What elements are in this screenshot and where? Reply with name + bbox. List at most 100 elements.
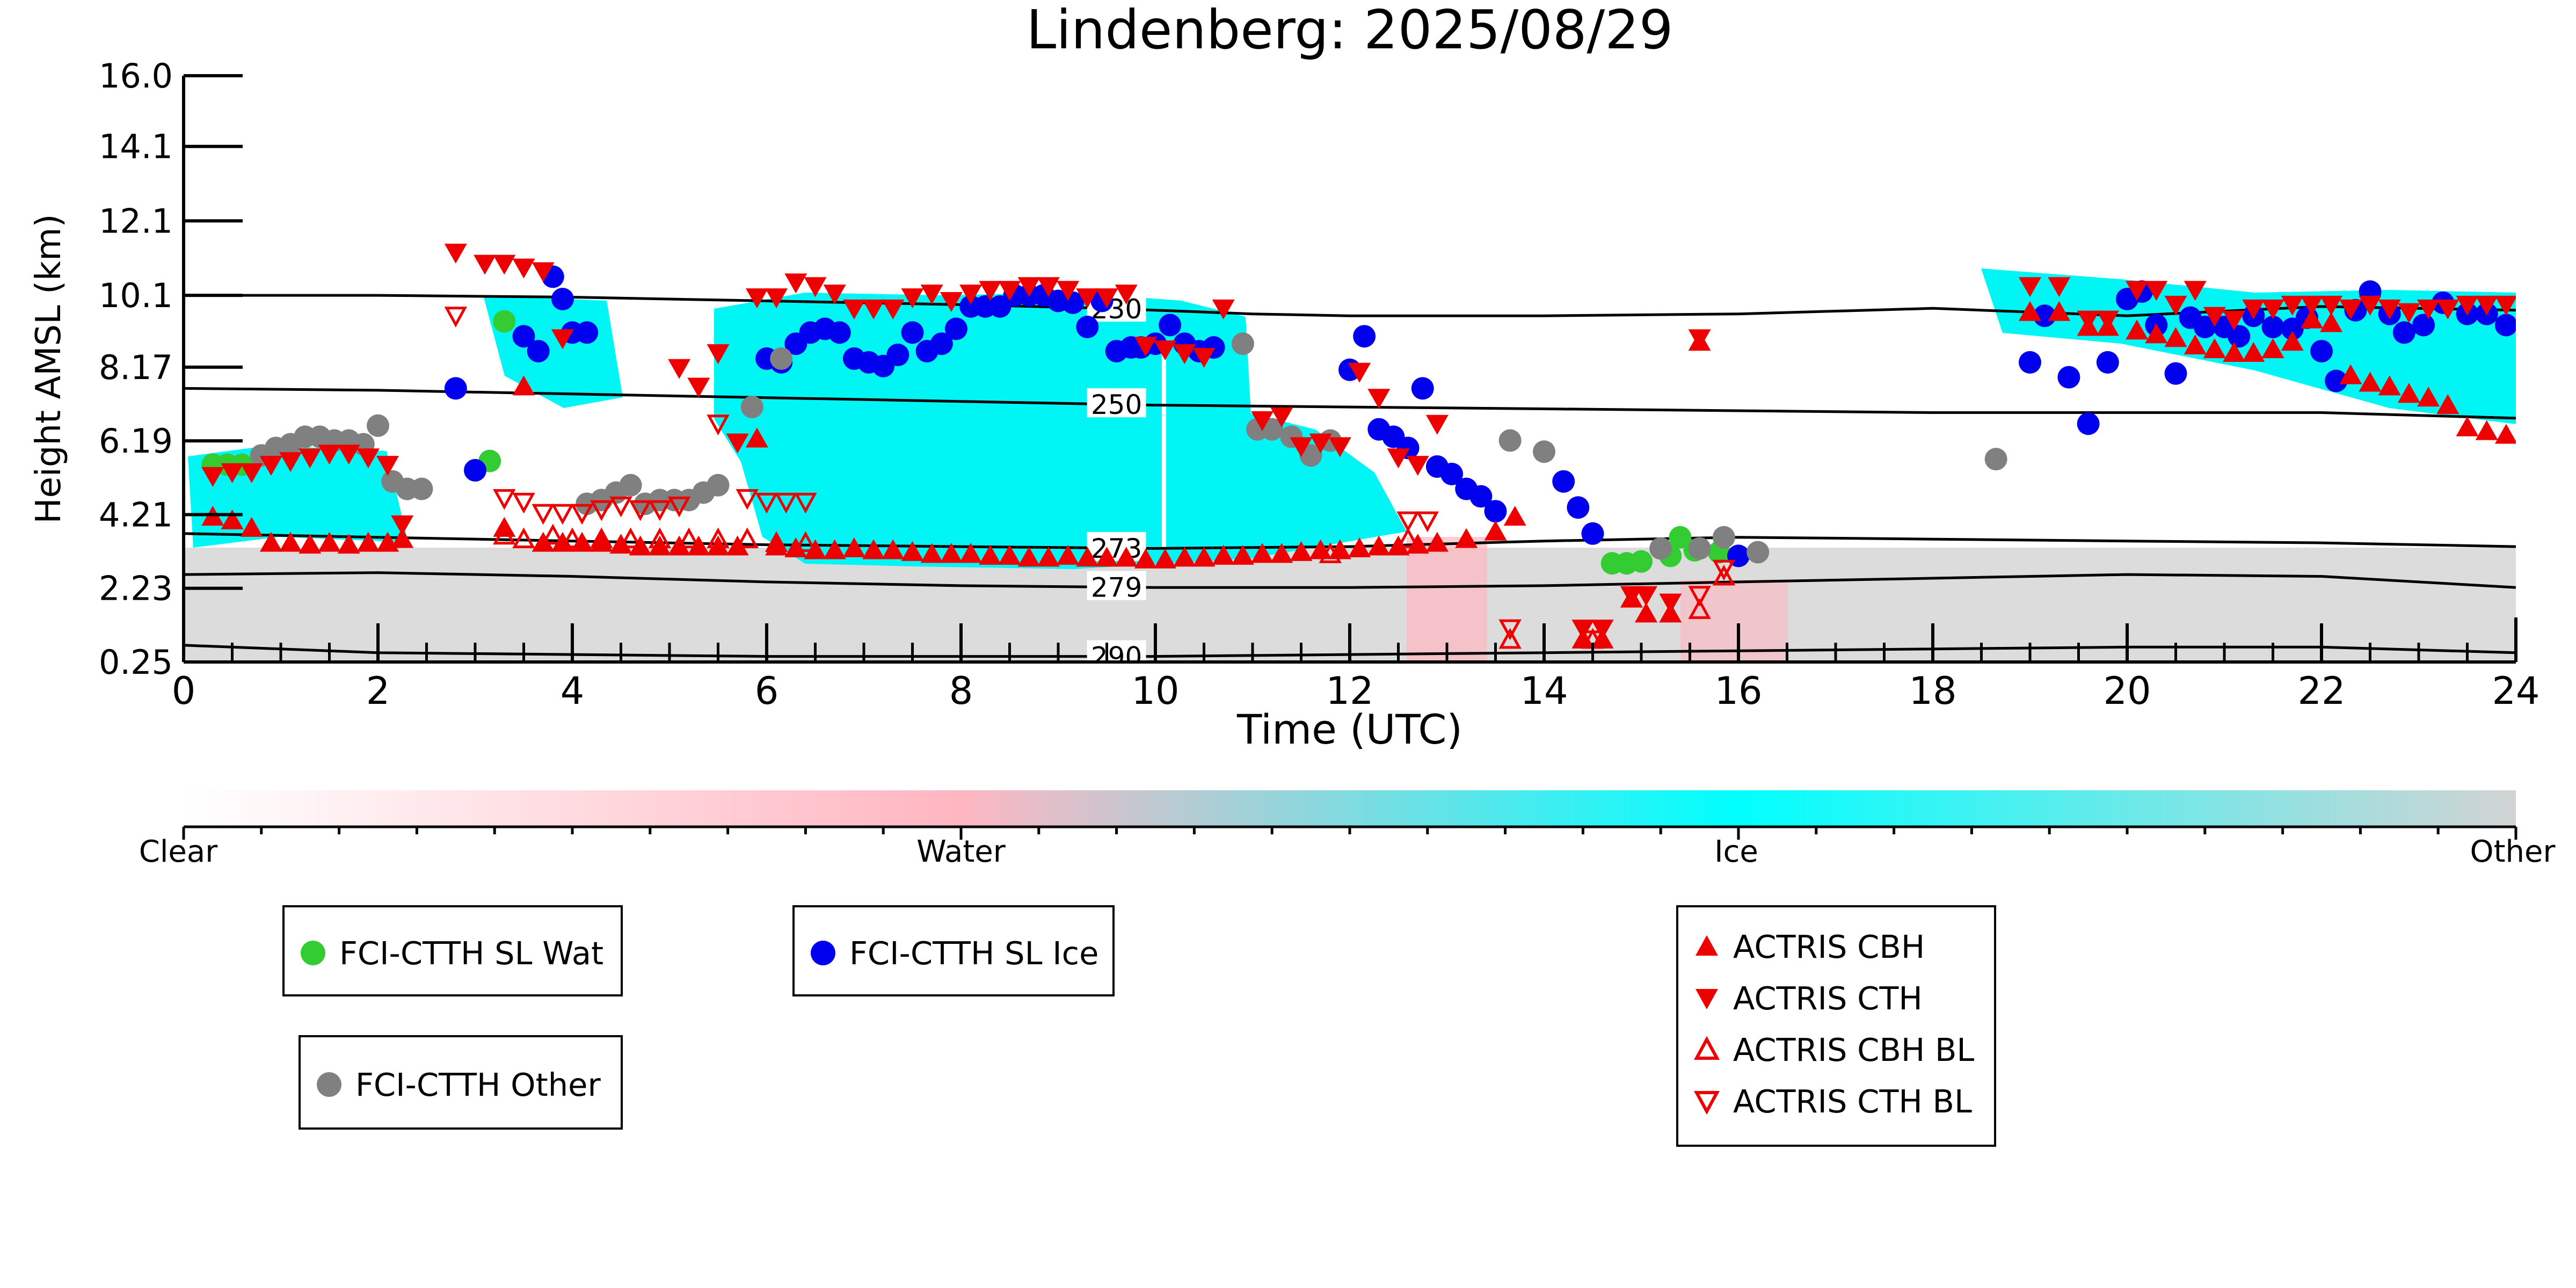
y-tick-label: 6.19 [99,421,173,461]
triangle-down-icon [1695,989,1718,1009]
data-point [551,504,574,525]
data-point [2281,295,2304,316]
data-point [2164,295,2187,316]
data-point [1571,620,1595,640]
data-point [464,459,486,482]
data-point [1037,547,1060,567]
data-point [1309,433,1332,454]
legend-entry: ACTRIS CBH [1678,921,1994,972]
data-point [2096,351,2119,374]
x-tick-label: 6 [755,669,779,713]
data-point [2077,412,2100,435]
x-tick-label: 2 [366,669,390,713]
data-point [1290,541,1313,561]
data-point [1251,411,1274,431]
legend-label: FCI-CTTH SL Wat [339,934,604,972]
data-point [493,310,516,333]
data-point [823,539,846,559]
data-point [1387,448,1410,469]
data-point [2164,327,2187,347]
data-point [1712,564,1736,586]
data-point [570,504,594,525]
data-point [337,445,360,465]
data-point [930,332,953,355]
data-point [707,527,730,549]
data-point [2048,301,2071,321]
legend-entry: FCI-CTTH SL Wat [285,927,621,979]
data-point [2325,369,2348,392]
data-point [2096,310,2119,331]
data-point [770,347,793,370]
data-point [2392,321,2415,344]
data-point [1115,547,1138,567]
data-point [1095,547,1118,567]
data-point [2359,372,2382,392]
data-point [920,285,943,305]
data-point [356,532,380,552]
data-point [2203,307,2226,327]
data-point [886,344,909,366]
x-tick-label: 12 [1326,669,1373,713]
data-point [882,299,905,319]
data-point [842,537,865,557]
data-point [1484,520,1507,541]
data-point [410,477,433,500]
legend-label: FCI-CTTH SL Ice [849,934,1099,972]
data-point [1659,593,1682,614]
data-point [444,243,467,264]
data-point [1984,448,2007,471]
data-point [629,500,652,521]
data-point [1076,316,1099,338]
data-point [590,500,613,521]
data-point [1552,470,1575,493]
data-point [901,288,924,309]
data-point [2417,299,2440,319]
x-axis-label: Time (UTC) [1236,705,1462,753]
isotherm-line [184,571,2516,589]
data-point [576,321,599,344]
x-tick-label: 14 [1520,669,1568,713]
data-point [1134,337,1157,357]
data-point [2242,342,2265,362]
data-point [2436,394,2459,414]
data-point [1688,598,1711,619]
data-point [862,539,885,559]
data-point [774,492,798,514]
legend-label: FCI-CTTH Other [355,1066,601,1103]
data-point [2223,342,2246,362]
data-point [221,463,244,483]
data-point [391,528,414,548]
data-point [765,531,788,552]
data-point [2193,316,2216,338]
data-point [1348,537,1371,557]
data-point [2397,383,2420,403]
y-axis-label: Height AMSL (km) [29,214,69,524]
x-tick-label: 0 [172,669,196,713]
y-tick-label: 16.0 [99,56,173,96]
data-point [493,489,516,510]
data-point [1057,544,1080,565]
data-point [1095,288,1118,309]
data-point [2412,314,2435,337]
data-point [979,544,1002,565]
data-point [2456,416,2479,436]
data-point [2126,319,2149,340]
data-point [1173,344,1196,365]
data-point [1115,285,1138,305]
data-point [1154,340,1177,361]
data-point [1712,559,1736,581]
data-point [2417,387,2440,407]
data-point [1353,325,1376,348]
data-point [493,254,516,275]
data-point [1498,619,1522,641]
data-point [1669,526,1692,549]
data-point [1134,548,1157,569]
y-tick-label: 4.21 [99,495,173,534]
data-point [804,277,827,297]
data-point [512,492,535,514]
data-point [2310,340,2333,363]
data-point [940,543,963,563]
isotherm-label: 250 [1091,389,1142,420]
data-point [2300,295,2323,316]
data-point [2320,295,2343,316]
